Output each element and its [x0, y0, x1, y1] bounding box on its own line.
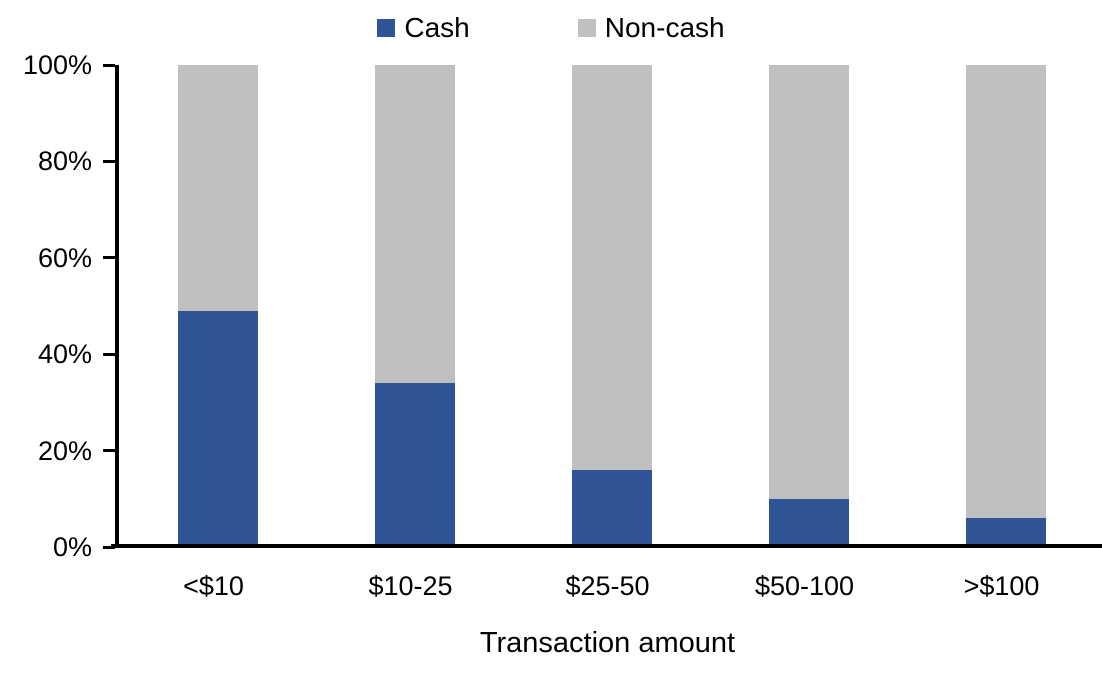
legend-label: Non-cash: [604, 12, 725, 43]
stacked-bar: [768, 65, 849, 547]
y-axis-labels: 0% 20% 40% 60% 80% 100%: [0, 51, 92, 561]
bar-segment-cash: [768, 498, 849, 547]
y-axis-tick: [103, 63, 115, 67]
stacked-bar: [374, 65, 455, 547]
x-axis-category-label: >$100: [963, 571, 1040, 601]
legend-label: Cash: [404, 12, 470, 43]
y-axis-tick-label: 20%: [37, 435, 92, 466]
y-axis-tick-label: 40%: [37, 339, 92, 370]
legend: Cash Non-cash: [0, 10, 1102, 46]
y-axis-tick-label: 100%: [22, 50, 92, 80]
y-axis-tick: [103, 449, 115, 453]
bar-segment-cash: [965, 518, 1046, 547]
legend-item-cash: Cash: [377, 12, 470, 43]
y-axis-tick: [103, 352, 115, 356]
stacked-bar: [177, 65, 258, 547]
y-axis-tick: [103, 159, 115, 163]
bar-segment-noncash: [965, 65, 1046, 519]
y-axis-tick: [103, 545, 115, 549]
y-axis-tick: [103, 256, 115, 260]
y-axis-tick-label: 0%: [52, 532, 92, 562]
bar-segment-cash: [374, 383, 455, 547]
stacked-bar: [965, 65, 1046, 547]
x-axis-category-label: $50-100: [754, 571, 855, 601]
x-axis-labels: <$10 $10-25 $25-50 $50-100 >$100: [115, 571, 1100, 602]
legend-swatch-icon: [577, 19, 596, 37]
bar-segment-noncash: [374, 65, 455, 384]
x-axis-category-label: $10-25: [368, 571, 453, 601]
bar-segment-cash: [177, 310, 258, 547]
bar-segment-noncash: [177, 65, 258, 311]
plot-area: [103, 63, 1100, 549]
bar-segment-noncash: [571, 65, 652, 470]
legend-item-noncash: Non-cash: [577, 12, 725, 43]
legend-swatch-icon: [377, 19, 396, 37]
bar-segment-cash: [571, 469, 652, 547]
x-axis-line: [111, 544, 1102, 548]
y-axis-tick-label: 60%: [37, 242, 92, 273]
x-axis-title: Transaction amount: [479, 627, 736, 659]
y-axis-tick-label: 80%: [37, 146, 92, 177]
x-axis-category-label: $25-50: [565, 571, 650, 601]
x-axis-category-label: <$10: [183, 571, 244, 601]
bar-segment-noncash: [768, 65, 849, 499]
stacked-bar: [571, 65, 652, 547]
